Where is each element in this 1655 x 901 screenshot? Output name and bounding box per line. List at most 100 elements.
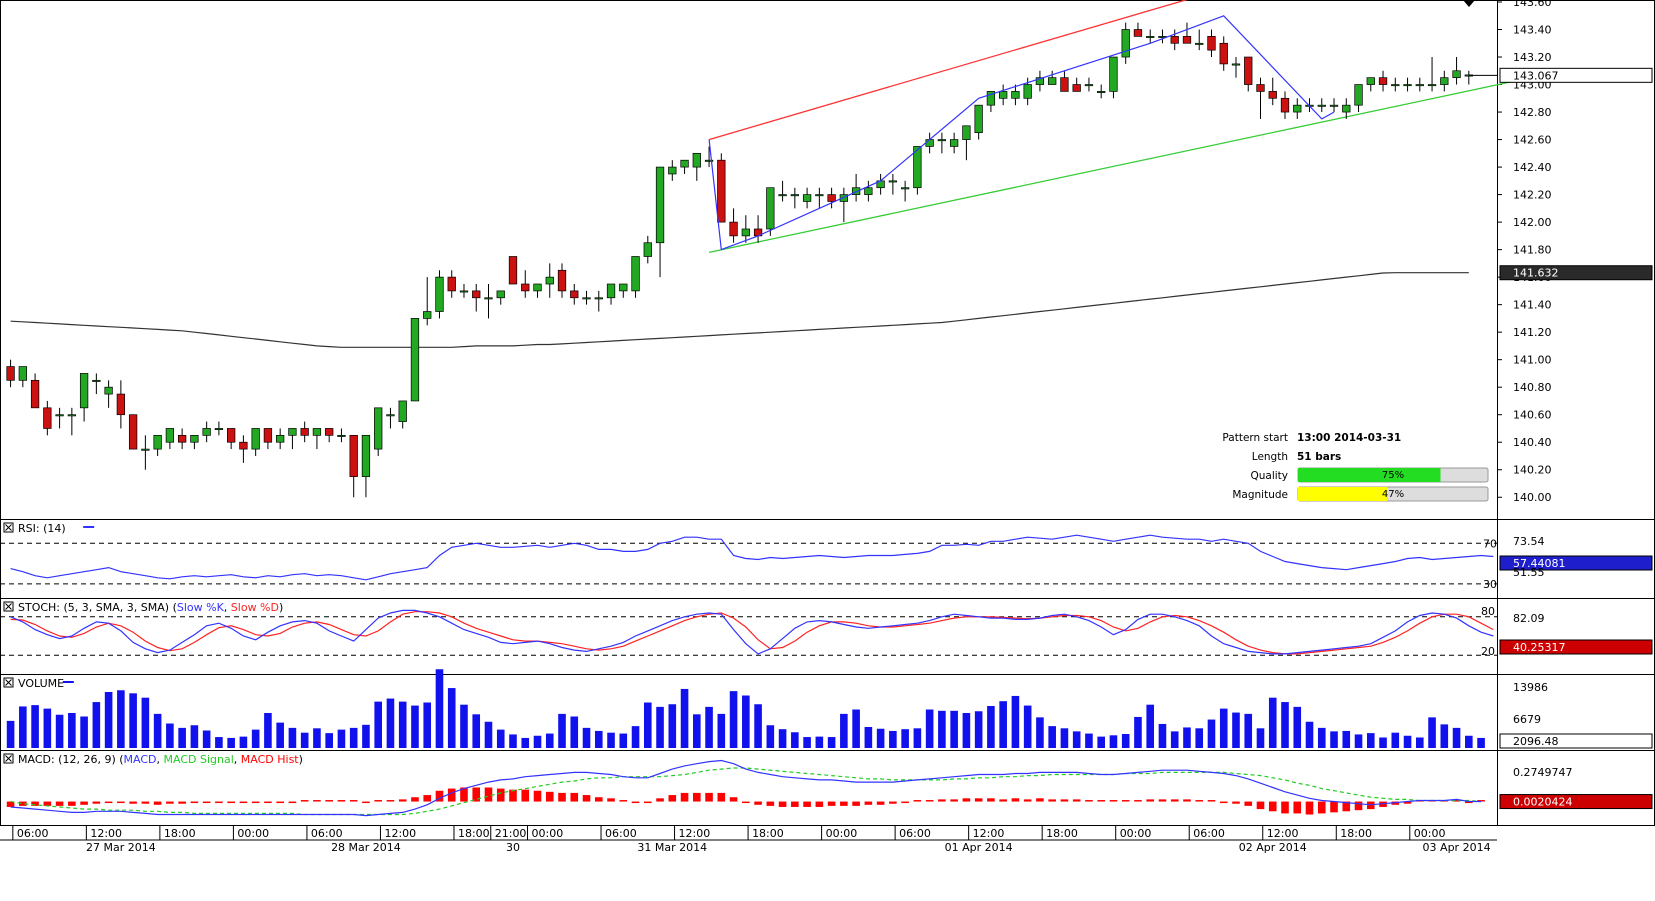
macd-hist-bar xyxy=(766,801,775,806)
volume-bar xyxy=(300,732,309,748)
y-tick-label: 143.20 xyxy=(1513,51,1552,64)
candle-up xyxy=(655,166,665,244)
candle-down xyxy=(6,366,15,381)
volume-bar xyxy=(1366,733,1375,748)
x-axis: 06:00 12:00 18:00 00:00 06:00 12:00 18:00 21:00… xyxy=(0,825,1497,854)
volume-bar xyxy=(1416,737,1424,748)
stoch-title: STOCH: (5, 3, SMA, 3, SMA) (Slow %K, Slo… xyxy=(18,601,283,614)
volume-bar xyxy=(1207,719,1216,748)
main-frame xyxy=(0,0,1655,520)
macd-hist-bar xyxy=(1023,799,1032,802)
macd-hist-bar xyxy=(864,801,873,805)
macd-hist-bar xyxy=(1097,800,1105,802)
macd-hist-bar xyxy=(1256,801,1265,810)
candle-down xyxy=(472,290,481,299)
stoch-panel: 80 20 STOCH: (5, 3, SMA, 3, SMA) (Slow %K,… xyxy=(0,598,1655,675)
candle-down xyxy=(1378,77,1388,85)
volume-bar xyxy=(803,737,811,748)
volume-bar xyxy=(337,729,346,748)
volume-bar xyxy=(423,702,432,748)
volume-bar xyxy=(864,727,873,748)
candle-down xyxy=(227,428,236,443)
candle-up xyxy=(337,434,346,437)
volume-title: VOLUME xyxy=(18,677,64,690)
candle-up xyxy=(533,283,542,292)
macd-hist-bar xyxy=(460,787,468,802)
y-tick-label: 142.80 xyxy=(1513,106,1552,119)
candle-up xyxy=(276,434,285,443)
macd-signal-line xyxy=(10,767,1482,816)
volume-bar xyxy=(509,734,517,748)
pattern-magnitude-key: Magnitude xyxy=(1232,489,1288,501)
volume-panel: VOLUME 13986 6679 2096.48 xyxy=(0,669,1655,751)
macd-hist-bar xyxy=(153,801,162,805)
volume-bar xyxy=(999,701,1007,748)
volume-bar xyxy=(619,733,628,748)
x-time-label: 00:00 xyxy=(237,827,269,840)
candle-up xyxy=(949,139,959,147)
macd-hist-bar xyxy=(55,801,64,806)
macd-hist-bar xyxy=(1452,800,1461,802)
x-date-label: 02 Apr 2014 xyxy=(1239,841,1307,854)
macd-hist-bar xyxy=(1036,798,1044,802)
volume-bar xyxy=(668,704,677,748)
candle-up xyxy=(398,400,407,422)
volume-bar xyxy=(1048,726,1056,748)
volume-bar xyxy=(190,725,199,748)
candle-up xyxy=(55,414,64,417)
x-time-label: 00:00 xyxy=(1120,827,1152,840)
ma-value-label: 141.632 xyxy=(1513,267,1559,280)
volume-bar xyxy=(987,706,995,748)
macd-hist-bar xyxy=(1293,801,1302,814)
volume-bar xyxy=(141,697,150,748)
volume-bar xyxy=(742,695,750,748)
macd-hist-bar xyxy=(276,801,284,804)
macd-hist-bar xyxy=(472,787,481,802)
candle-up xyxy=(251,428,260,450)
macd-value-box xyxy=(1499,794,1653,810)
channel-lower-line xyxy=(708,79,1518,254)
macd-hist-bar xyxy=(815,801,824,807)
stoch-level-label: 80 xyxy=(1481,605,1495,618)
macd-hist-bar xyxy=(68,801,76,806)
macd-hist-bar xyxy=(337,800,346,802)
volume-bar xyxy=(178,727,186,748)
volume-bar xyxy=(1317,727,1326,748)
candle-down xyxy=(116,393,126,416)
candle-up xyxy=(680,159,689,168)
macd-hist-bar xyxy=(300,800,309,802)
candle-up xyxy=(1403,84,1412,87)
candle-up xyxy=(668,166,677,175)
macd-hist-bar xyxy=(1330,801,1338,813)
candle-up xyxy=(410,318,420,402)
candle-down xyxy=(1060,77,1069,92)
x-date-label: 27 Mar 2014 xyxy=(86,841,156,854)
volume-bar xyxy=(1060,728,1069,748)
candle-up xyxy=(1452,70,1461,79)
candle-up xyxy=(974,104,983,134)
macd-hist-bar xyxy=(227,801,235,804)
volume-bar xyxy=(460,704,468,748)
macd-hist-bar xyxy=(31,801,39,806)
macd-hist-bar xyxy=(178,801,186,804)
macd-hist-bar xyxy=(668,795,677,802)
macd-hist-bar xyxy=(938,799,946,802)
macd-hist-bar xyxy=(1048,799,1056,802)
x-time-label: 18:00 xyxy=(458,827,490,840)
candle-up xyxy=(1195,42,1204,45)
macd-hist-bar xyxy=(1170,799,1179,802)
macd-hist-bar xyxy=(619,800,628,802)
candle-up xyxy=(1317,104,1326,107)
macd-hist-bar xyxy=(521,789,530,802)
volume-bar xyxy=(1256,728,1265,748)
x-time-label: 18:00 xyxy=(752,827,784,840)
y-tick-label: 143.40 xyxy=(1513,24,1552,37)
macd-hist-bar xyxy=(999,799,1007,802)
volume-bar xyxy=(1379,737,1387,748)
candle-up xyxy=(1440,77,1449,85)
candle-down xyxy=(349,434,358,477)
volume-bar xyxy=(496,729,505,748)
rsi-level-label: 30 xyxy=(1483,578,1497,591)
volume-bar xyxy=(264,713,272,748)
